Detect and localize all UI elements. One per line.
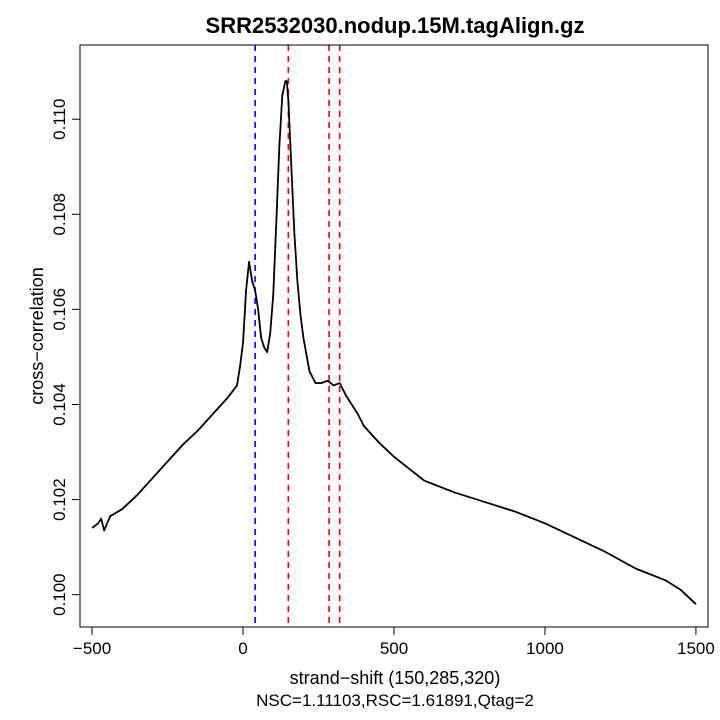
- plot-frame: [79, 44, 709, 628]
- y-axis: 0.100 0.102 0.104 0.106 0.108 0.110: [50, 99, 81, 616]
- x-tick-label: 1000: [526, 639, 564, 658]
- x-tick-label: 0: [238, 639, 247, 658]
- series-group: [91, 80, 697, 605]
- y-tick-label: 0.108: [50, 193, 69, 236]
- y-axis-label: cross−correlation: [27, 267, 47, 405]
- x-axis: −500 0 500 1000 1500: [73, 626, 715, 658]
- x-tick-label: −500: [73, 639, 111, 658]
- y-tick-label: 0.104: [50, 383, 69, 426]
- series-line-0: [91, 80, 697, 605]
- x-axis-label: strand−shift (150,285,320): [290, 668, 501, 688]
- chart-title: SRR2532030.nodup.15M.tagAlign.gz: [206, 13, 585, 38]
- y-tick-label: 0.100: [50, 573, 69, 616]
- reference-lines: [254, 45, 341, 627]
- x-tick-label: 1500: [677, 639, 715, 658]
- y-tick-label: 0.106: [50, 288, 69, 331]
- x-tick-label: 500: [380, 639, 408, 658]
- y-tick-label: 0.110: [50, 99, 69, 140]
- chart-subtitle: NSC=1.11103,RSC=1.61891,Qtag=2: [256, 691, 534, 710]
- y-tick-label: 0.102: [50, 478, 69, 521]
